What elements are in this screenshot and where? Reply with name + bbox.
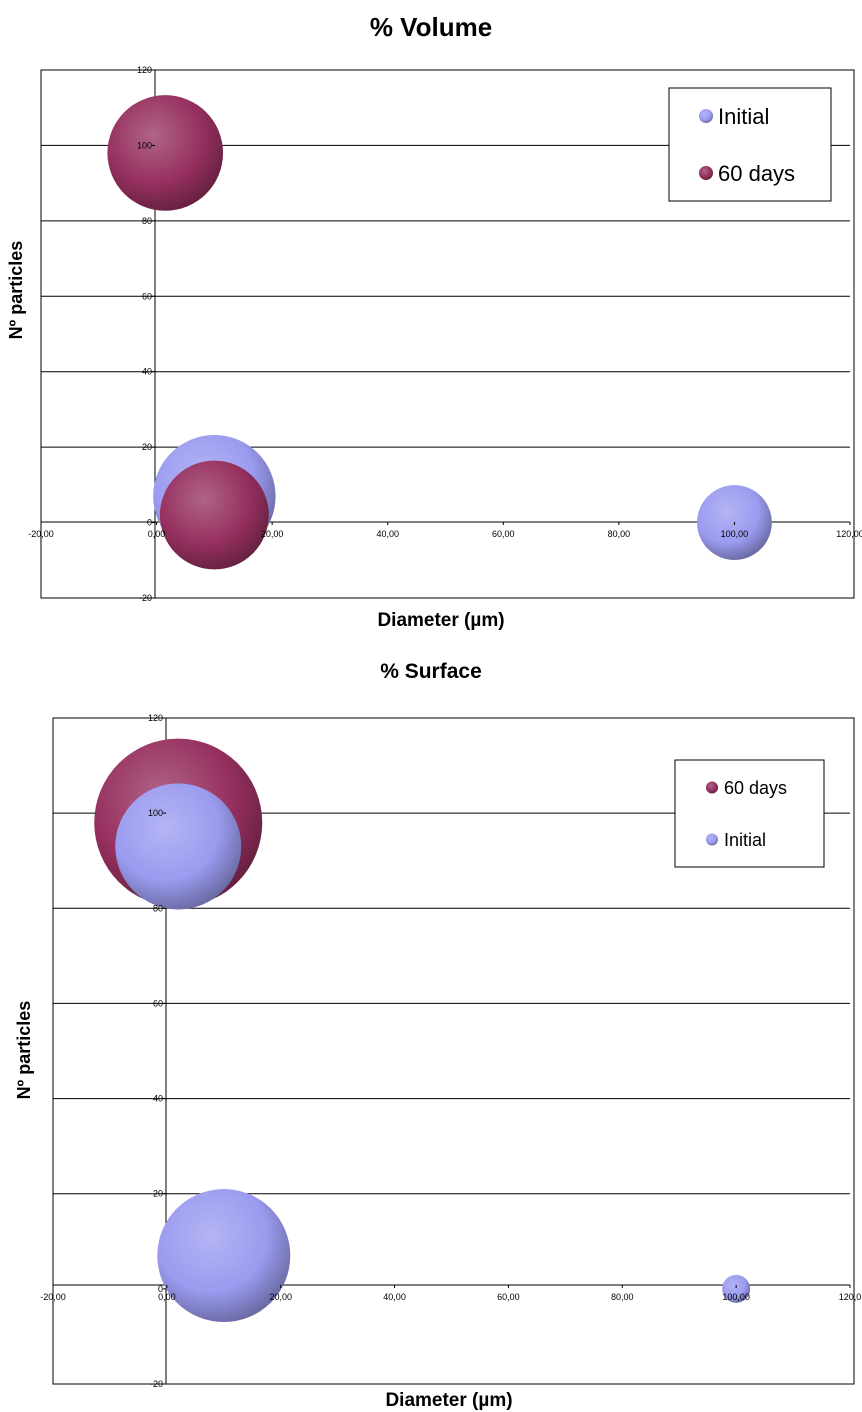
x-tick-label: 60,00 (492, 529, 515, 539)
legend-marker (699, 109, 713, 123)
legend-marker (706, 833, 718, 846)
x-tick-label: 80,00 (608, 529, 631, 539)
volume-bubble-chart: -20 0 20 40 60 80 100 120 -20,00 0,00 20,00 40,00 60… (6, 65, 862, 631)
y-tick-label: 40 (153, 1094, 163, 1104)
x-tick-label: -20,00 (28, 529, 54, 539)
bubble-60-days (159, 460, 269, 570)
legend-marker (699, 166, 713, 180)
y-tick-label: 80 (153, 903, 163, 913)
y-tick-label: 60 (142, 291, 152, 301)
x-axis-title: Diameter (µm) (385, 1390, 512, 1411)
x-tick-label: 60,00 (497, 1292, 520, 1302)
y-tick-label: 0 (158, 1284, 163, 1294)
x-tick-label: -20,00 (40, 1292, 66, 1302)
y-tick-label: 100 (148, 808, 163, 818)
legend-marker (706, 781, 718, 794)
y-tick-label: 20 (153, 1189, 163, 1199)
legend-box (674, 759, 825, 868)
x-tick-label: 20,00 (269, 1292, 292, 1302)
y-tick-label: 100 (137, 140, 152, 150)
y-tick-label: -20 (150, 1379, 163, 1389)
bubble-initial (115, 783, 242, 910)
y-tick-label: 80 (142, 216, 152, 226)
bubble-initial (722, 1274, 751, 1303)
legend-label: 60 days (724, 778, 787, 798)
legend-box (668, 87, 832, 202)
y-tick-label: 40 (142, 367, 152, 377)
y-axis-title: Nº particles (6, 241, 26, 340)
y-tick-label: 120 (137, 65, 152, 75)
x-tick-label: 0,00 (158, 1292, 176, 1302)
y-tick-label: 120 (148, 713, 163, 723)
x-tick-label: 40,00 (376, 529, 399, 539)
x-tick-label: 120,00 (836, 529, 862, 539)
y-tick-label: 0 (147, 518, 152, 528)
x-tick-label: 100,00 (722, 1292, 750, 1302)
x-tick-label: 0,00 (148, 529, 166, 539)
y-tick-label: 60 (153, 998, 163, 1008)
bubble-60-days (107, 95, 224, 211)
legend-label: 60 days (718, 161, 795, 186)
chart-title-volume: % Volume (369, 12, 493, 42)
x-axis-title: Diameter (µm) (377, 610, 504, 631)
legend-label: Initial (724, 830, 766, 850)
y-tick-label: -20 (139, 593, 152, 603)
x-tick-label: 100,00 (721, 529, 749, 539)
legend-label: Initial (718, 104, 769, 129)
y-tick-label: 20 (142, 442, 152, 452)
bubble-initial (157, 1189, 291, 1323)
x-tick-label: 120,0 (839, 1292, 862, 1302)
chart-title-surface: % Surface (380, 660, 482, 683)
y-axis-title: Nº particles (14, 1001, 34, 1100)
x-tick-label: 20,00 (261, 529, 284, 539)
x-tick-label: 80,00 (611, 1292, 634, 1302)
x-tick-label: 40,00 (383, 1292, 406, 1302)
